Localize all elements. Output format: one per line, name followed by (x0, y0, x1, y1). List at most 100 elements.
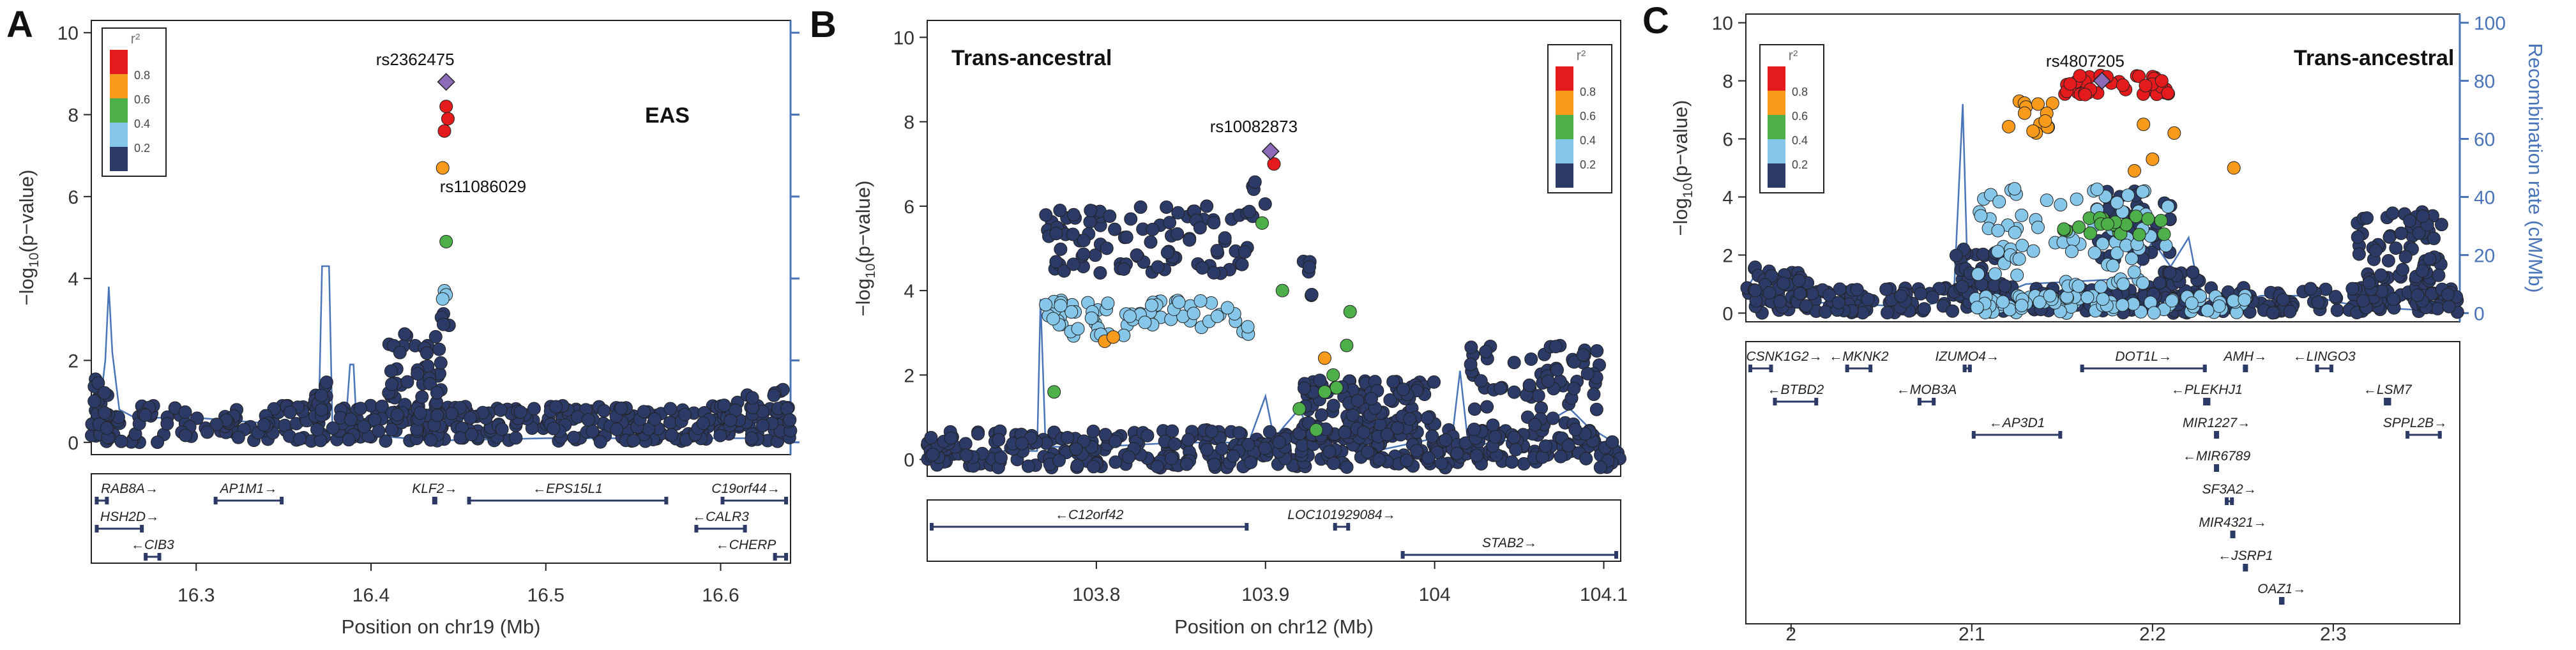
snp-point (1914, 287, 1928, 301)
snp-point (1297, 381, 1311, 395)
gene-label: ←CIB3 (131, 538, 174, 552)
snp-point (1109, 455, 1123, 469)
snp-point (637, 405, 651, 419)
snp-point (1420, 411, 1434, 425)
snp-point (178, 405, 192, 419)
snp-point (384, 423, 398, 437)
snp-point (2090, 182, 2104, 196)
snp-point (310, 423, 324, 437)
gene-exon (720, 497, 725, 504)
snp-point (1340, 338, 1354, 352)
y-label-sub: 10 (863, 264, 878, 278)
snp-point (2080, 291, 2095, 305)
x-axis-label: Position on chr19 (Mb) (342, 616, 541, 638)
snp-point (1292, 402, 1307, 416)
snp-point (1144, 298, 1158, 312)
gene-label: ←MIR6789 (2183, 449, 2251, 464)
x-tick-label: 103.8 (1072, 584, 1120, 605)
gene-exon (2206, 398, 2211, 405)
y-axis-label: −log10(p−value) (852, 181, 878, 317)
snp-point (1946, 304, 1960, 318)
legend-swatch (110, 147, 128, 171)
snp-point (1070, 458, 1084, 472)
snp-point (1015, 436, 1029, 450)
x-tick-label: 16.4 (352, 585, 390, 606)
gene-exon (2202, 365, 2207, 372)
r2-legend: r² 0.8 0.6 0.4 0.2 (1759, 44, 1824, 193)
snp-point (415, 390, 429, 404)
y-tick-label: 2 (68, 351, 79, 372)
snp-point (1861, 292, 1875, 306)
gene-label: ←PLEKHJ1 (2171, 382, 2243, 397)
snp-point (2063, 77, 2077, 91)
snp-point (1066, 208, 1080, 222)
snp-point (1163, 216, 1177, 230)
snp-point (2031, 97, 2045, 111)
snp-point (1494, 381, 1508, 395)
snp-point (1039, 208, 1053, 222)
snp-point (1066, 257, 1080, 271)
x-tick-label: 2.2 (2139, 624, 2166, 645)
snp-point (2078, 87, 2092, 102)
snp-point (1317, 351, 1331, 365)
snp-point (257, 418, 271, 432)
snp-point (717, 398, 731, 412)
snp-point (2147, 306, 2161, 320)
snp-point (1522, 378, 1536, 392)
gene-label: DOT1L→ (2115, 349, 2172, 364)
gene-exon (1962, 365, 1967, 372)
recomb-tick-label: 100 (2474, 13, 2506, 34)
snp-point (767, 388, 781, 402)
snp-point (696, 416, 710, 430)
snp-point (2161, 86, 2175, 100)
snp-point (1879, 282, 1893, 296)
snp-point (783, 413, 797, 427)
snp-point (315, 403, 329, 417)
snp-point (593, 435, 607, 449)
snp-points (1740, 68, 2464, 320)
snp-point (319, 375, 333, 389)
y-label-log: −log (852, 278, 874, 316)
snp-point (1955, 280, 1969, 294)
y-label-rest: (p−value) (15, 170, 38, 253)
gene-exon (2058, 431, 2063, 439)
snp-point (780, 402, 794, 416)
legend-label: 0.2 (1580, 158, 1596, 171)
gene-label: MIR4321→ (2199, 515, 2266, 530)
snp-point (2328, 290, 2342, 304)
gene-label: ←CALR3 (692, 510, 749, 524)
legend-label: 0.8 (1580, 86, 1596, 98)
gene-track: ←C12orf42 LOC101929084→ STAB2→ (927, 499, 1621, 562)
snp-point (1165, 424, 1179, 438)
snp-point (549, 400, 563, 414)
recomb-tick-label: 0 (2474, 303, 2485, 324)
y-axis-label: −log10(p−value) (1669, 100, 1695, 236)
snp-point (1580, 367, 1595, 381)
snp-point (2010, 268, 2024, 282)
gene-exon (2315, 365, 2319, 372)
snp-point (151, 435, 165, 450)
y-tick-label: 0 (68, 433, 79, 454)
snp-point (1777, 276, 1791, 291)
snp-point (436, 317, 450, 331)
snp-point (1925, 291, 1939, 305)
snp-point (1554, 450, 1568, 464)
gene-exon (2215, 431, 2220, 439)
snp-point (1150, 460, 1164, 474)
snp-point (344, 412, 358, 427)
legend-swatch (110, 74, 128, 98)
plot-frame (927, 20, 1621, 477)
snp-point (420, 346, 434, 360)
snp-annotation: rs4807205 (2046, 52, 2125, 71)
snp-point (1364, 391, 1378, 405)
legend-label: 0.6 (1580, 110, 1596, 123)
snp-point (1309, 423, 1323, 437)
gene-exon (1971, 431, 1976, 439)
snp-point (2167, 126, 2181, 140)
gene-exon (95, 497, 99, 504)
snp-point (581, 413, 595, 427)
snp-point (1083, 215, 1097, 229)
snp-point (1208, 457, 1222, 471)
snp-point (1549, 340, 1563, 354)
gene-exon (2384, 398, 2388, 405)
